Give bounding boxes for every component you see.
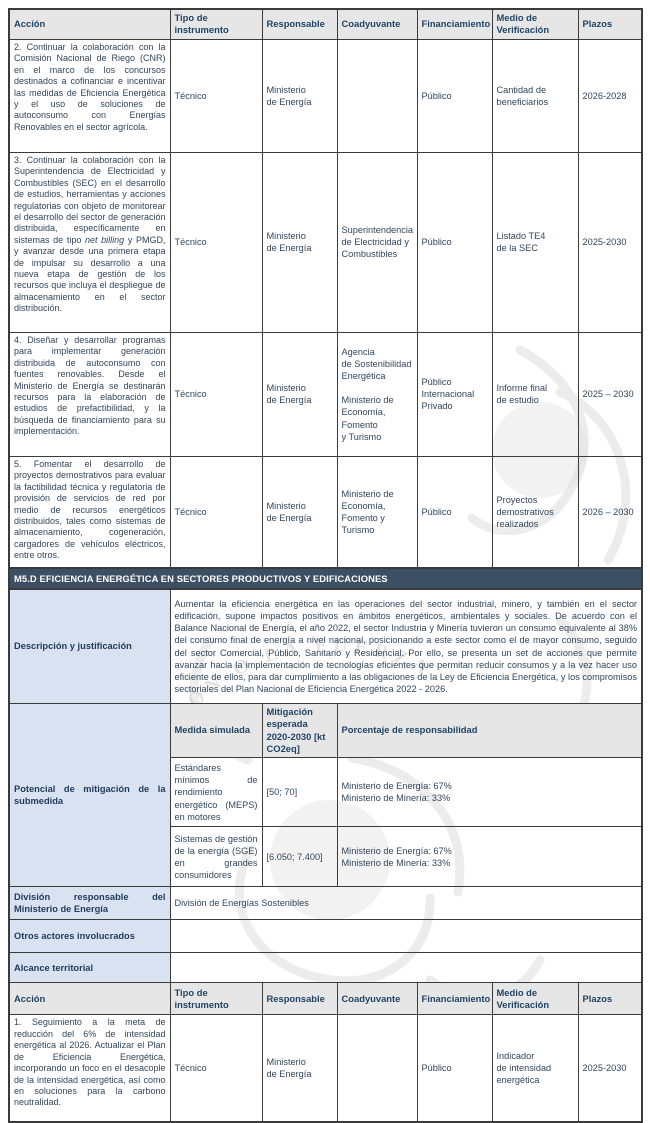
responsabilidad-cell: Ministerio de Energía: 67% Ministerio de… [336, 826, 643, 888]
table-header-row: Acción Tipo de instrumento Responsable C… [8, 982, 643, 1016]
financiamiento-cell: Público [416, 455, 493, 569]
medio-verificacion-cell: Indicador de intensidad energética [491, 1014, 579, 1123]
action-text: 4. Diseñar y desarrollar programas para … [8, 331, 171, 457]
action-text-part: y PMGD, y avanzar desde una primera etap… [14, 234, 166, 314]
table-row: 2. Continuar la colaboración con la Comi… [8, 38, 643, 153]
financiamiento-cell: Público [416, 38, 493, 153]
tipo-cell: Técnico [169, 151, 263, 333]
plazos-cell: 2026 – 2030 [577, 455, 643, 569]
table-row: 3. Continuar la colaboración con la Supe… [8, 151, 643, 333]
subcol-header-porcentaje: Porcentaje de responsabilidad [336, 702, 643, 759]
mitigacion-cell: [6.050; 7.400] [261, 826, 338, 888]
alcance-label: Alcance territorial [8, 952, 171, 984]
col-header-responsable: Responsable [261, 8, 338, 40]
mitigacion-cell: [50; 70] [261, 757, 338, 828]
col-header-financiamiento: Financiamiento [416, 982, 493, 1016]
medida-cell: Sistemas de gestión de la energía (SGE) … [169, 826, 263, 888]
subtable-header-row: Potencial de mitigación de la submedida … [8, 702, 643, 888]
action-text: 3. Continuar la colaboración con la Supe… [8, 151, 171, 333]
table-row: Descripción y justificación Aumentar la … [8, 588, 643, 704]
subtable-row: Sistemas de gestión de la energía (SGE) … [9, 826, 643, 888]
col-header-tipo-instrumento: Tipo de instrumento [169, 8, 263, 40]
alcance-value [169, 952, 643, 984]
responsabilidad-cell: Ministerio de Energía: 67% Ministerio de… [336, 757, 643, 828]
action-text-italic: net billing [85, 234, 125, 245]
tipo-cell: Técnico [169, 331, 263, 457]
table-row: 1. Seguimiento a la meta de reducción de… [8, 1014, 643, 1123]
plazos-cell: 2025 – 2030 [577, 331, 643, 457]
responsable-cell: Ministerio de Energía [261, 38, 338, 153]
coadyuvante-cell [336, 1014, 418, 1123]
medio-verificacion-cell: Listado TE4 de la SEC [491, 151, 579, 333]
section-band-title: M5.D EFICIENCIA ENERGÉTICA EN SECTORES P… [8, 567, 643, 591]
col-header-tipo-instrumento: Tipo de instrumento [169, 982, 263, 1016]
division-label: División responsable del Ministerio de E… [8, 886, 171, 921]
otros-actores-label: Otros actores involucrados [8, 919, 171, 954]
action-text: 2. Continuar la colaboración con la Comi… [8, 38, 171, 153]
coadyuvante-cell: Ministerio de Economía, Fomento y Turism… [336, 455, 418, 569]
col-header-coadyuvante: Coadyuvante [336, 982, 418, 1016]
tipo-cell: Técnico [169, 1014, 263, 1123]
tipo-cell: Técnico [169, 455, 263, 569]
col-header-responsable: Responsable [261, 982, 338, 1016]
financiamiento-cell: Público Internacional Privado [416, 331, 493, 457]
subcol-header-medida: Medida simulada [169, 702, 263, 759]
action-text: 5. Fomentar el desarrollo de proyectos d… [8, 455, 171, 569]
table-row: 5. Fomentar el desarrollo de proyectos d… [8, 455, 643, 569]
table-row: División responsable del Ministerio de E… [8, 886, 643, 921]
coadyuvante-cell [336, 38, 418, 153]
descripcion-label: Descripción y justificación [8, 588, 171, 704]
table-header-row: Acción Tipo de instrumento Responsable C… [8, 8, 643, 40]
medida-cell: Estándares mínimos de rendimiento energé… [169, 757, 263, 828]
col-header-plazos: Plazos [577, 982, 643, 1016]
plazos-cell: 2025-2030 [577, 1014, 643, 1123]
medio-verificacion-cell: Cantidad de beneficiarios [491, 38, 579, 153]
col-header-financiamiento: Financiamiento [416, 8, 493, 40]
col-header-plazos: Plazos [577, 8, 643, 40]
responsable-cell: Ministerio de Energía [261, 455, 338, 569]
subcol-header-mitigacion: Mitigación esperada 2020-2030 [kt CO2eq] [261, 702, 338, 759]
division-value: División de Energías Sostenibles [169, 886, 643, 921]
medio-verificacion-cell: Informe final de estudio [491, 331, 579, 457]
col-header-accion: Acción [8, 982, 171, 1016]
plazos-cell: 2026-2028 [577, 38, 643, 153]
tipo-cell: Técnico [169, 38, 263, 153]
col-header-coadyuvante: Coadyuvante [336, 8, 418, 40]
table-row: 4. Diseñar y desarrollar programas para … [8, 331, 643, 457]
action-text-part: 3. Continuar la colaboración con la Supe… [14, 154, 166, 245]
responsable-cell: Ministerio de Energía [261, 151, 338, 333]
medio-verificacion-cell: Proyectos demostrativos realizados [491, 455, 579, 569]
responsable-cell: Ministerio de Energía [261, 331, 338, 457]
measures-table: Acción Tipo de instrumento Responsable C… [8, 8, 643, 1123]
descripcion-text: Aumentar la eficiencia energética en las… [169, 588, 643, 704]
table-row: Otros actores involucrados [8, 919, 643, 954]
table-row: Alcance territorial [8, 952, 643, 984]
subtable-row: Estándares mínimos de rendimiento energé… [9, 757, 643, 828]
section-band-row: M5.D EFICIENCIA ENERGÉTICA EN SECTORES P… [8, 567, 643, 591]
coadyuvante-cell: Agencia de Sostenibilidad Energética Min… [336, 331, 418, 457]
otros-actores-value [169, 919, 643, 954]
coadyuvante-cell: Superintendencia de Electricidad y Combu… [336, 151, 418, 333]
col-header-medio-verificacion: Medio de Verificación [491, 982, 579, 1016]
potencial-label: Potencial de mitigación de la submedida [8, 702, 171, 888]
action-text: 1. Seguimiento a la meta de reducción de… [8, 1014, 171, 1123]
financiamiento-cell: Público [416, 1014, 493, 1123]
financiamiento-cell: Público [416, 151, 493, 333]
col-header-accion: Acción [8, 8, 171, 40]
plazos-cell: 2025-2030 [577, 151, 643, 333]
col-header-medio-verificacion: Medio de Verificación [491, 8, 579, 40]
responsable-cell: Ministerio de Energía [261, 1014, 338, 1123]
